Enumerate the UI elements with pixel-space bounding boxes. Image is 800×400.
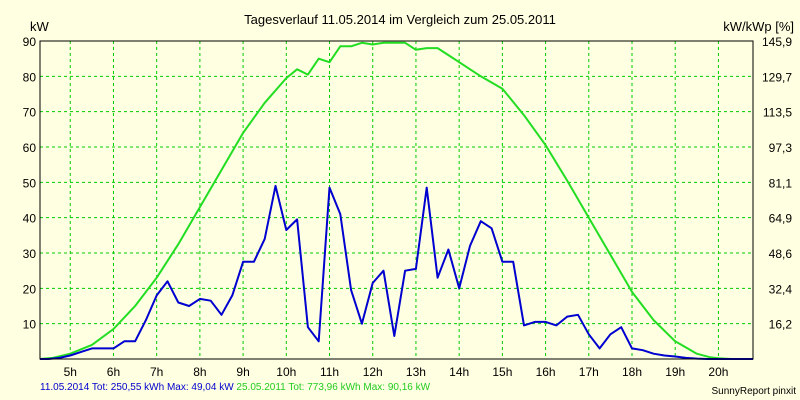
x-tick-label: 15h <box>492 365 512 379</box>
right-tick-label: 129,7 <box>762 70 792 84</box>
x-tick-label: 12h <box>363 365 383 379</box>
right-tick-label: 64,9 <box>769 212 793 226</box>
right-tick-label: 145,9 <box>762 35 792 49</box>
left-tick-label: 40 <box>23 212 37 226</box>
x-tick-label: 8h <box>193 365 206 379</box>
x-tick-label: 7h <box>150 365 163 379</box>
series-line-2011 <box>39 41 753 360</box>
x-tick-label: 19h <box>665 365 685 379</box>
grid-layer <box>40 41 753 359</box>
x-tick-label: 5h <box>64 365 77 379</box>
plot-frame <box>39 40 754 360</box>
left-tick-labels: 10 20 30 40 50 60 70 80 90 <box>23 35 37 332</box>
legend-series-2011: 25.05.2011 Tot: 773,96 kWh Max: 90,16 kW <box>236 382 431 393</box>
left-tick-label: 50 <box>23 176 37 190</box>
right-tick-label: 48,6 <box>769 247 793 261</box>
series-layer <box>39 41 753 360</box>
left-tick-label: 90 <box>23 35 37 49</box>
legend-series-2014: 11.05.2014 Tot: 250,55 kWh Max: 49,04 kW <box>40 382 234 393</box>
chart-title: Tagesverlauf 11.05.2014 im Vergleich zum… <box>244 12 556 27</box>
series-line-2014 <box>40 184 753 360</box>
x-tick-label: 13h <box>406 365 426 379</box>
left-tick-label: 20 <box>23 282 37 296</box>
left-tick-label: 30 <box>23 247 37 261</box>
credit-text: SunnyReport pinxit <box>711 386 797 397</box>
right-tick-label: 97,3 <box>769 141 793 155</box>
legend-footer: 11.05.2014 Tot: 250,55 kWh Max: 49,04 kW… <box>40 382 430 393</box>
right-tick-label: 32,4 <box>769 282 793 296</box>
right-tick-label: 16,2 <box>769 318 793 332</box>
left-tick-label: 80 <box>23 70 37 84</box>
left-tick-label: 70 <box>23 106 37 120</box>
x-tick-label: 17h <box>579 365 599 379</box>
x-tick-label: 9h <box>236 365 249 379</box>
left-tick-label: 60 <box>23 141 37 155</box>
x-tick-label: 16h <box>536 365 556 379</box>
x-tick-labels: 5h 6h 7h 8h 9h 10h 11h 12h 13h 14h 15h 16h 17h 18h 19h… <box>64 365 729 379</box>
right-tick-label: 113,5 <box>763 106 792 120</box>
x-tick-label: 14h <box>449 365 469 379</box>
x-tick-label: 11h <box>320 365 339 379</box>
x-tick-label: 18h <box>622 365 642 379</box>
right-tick-labels: 16,2 32,4 48,6 64,9 81,1 97,3 113,5 129,7 145,9 <box>762 35 792 332</box>
right-tick-label: 81,1 <box>769 176 793 190</box>
left-axis-label: kW <box>30 19 50 34</box>
x-tick-label: 6h <box>107 365 120 379</box>
x-tick-label: 10h <box>276 365 296 379</box>
left-tick-label: 10 <box>23 318 37 332</box>
x-tick-label: 20h <box>708 365 728 379</box>
right-axis-label: kW/kWp [%] <box>723 19 794 34</box>
